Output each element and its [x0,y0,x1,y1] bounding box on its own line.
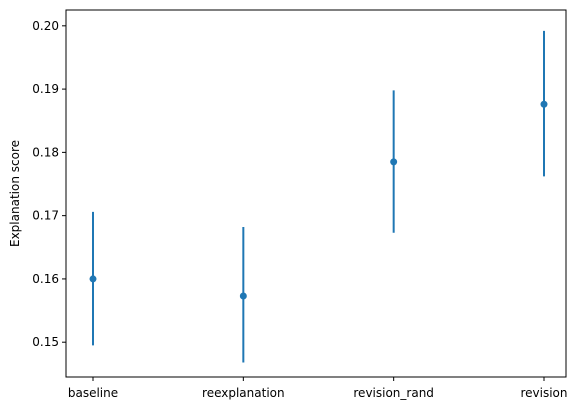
x-tick-label: revision_rand [353,386,434,400]
y-axis-label: Explanation score [8,140,22,247]
y-tick-label: 0.20 [32,19,59,33]
x-tick-label: revision [520,386,567,400]
y-tick-label: 0.17 [32,209,59,223]
y-tick-label: 0.15 [32,335,59,349]
x-tick-label: reexplanation [202,386,285,400]
data-point [390,158,398,166]
plot-frame [65,9,567,378]
y-axis-ticks: 0.15 0.16 0.17 0.18 0.19 0.20 [32,19,66,349]
data-point [239,292,247,300]
y-tick-label: 0.18 [32,145,59,159]
data-point [89,275,97,283]
data-point [540,100,548,108]
plot-layer [89,30,548,363]
x-axis-ticks: baseline reexplanation revision_rand revisi… [68,377,568,400]
y-tick-label: 0.19 [32,82,59,96]
x-tick-label: baseline [68,386,118,400]
y-tick-label: 0.16 [32,272,59,286]
